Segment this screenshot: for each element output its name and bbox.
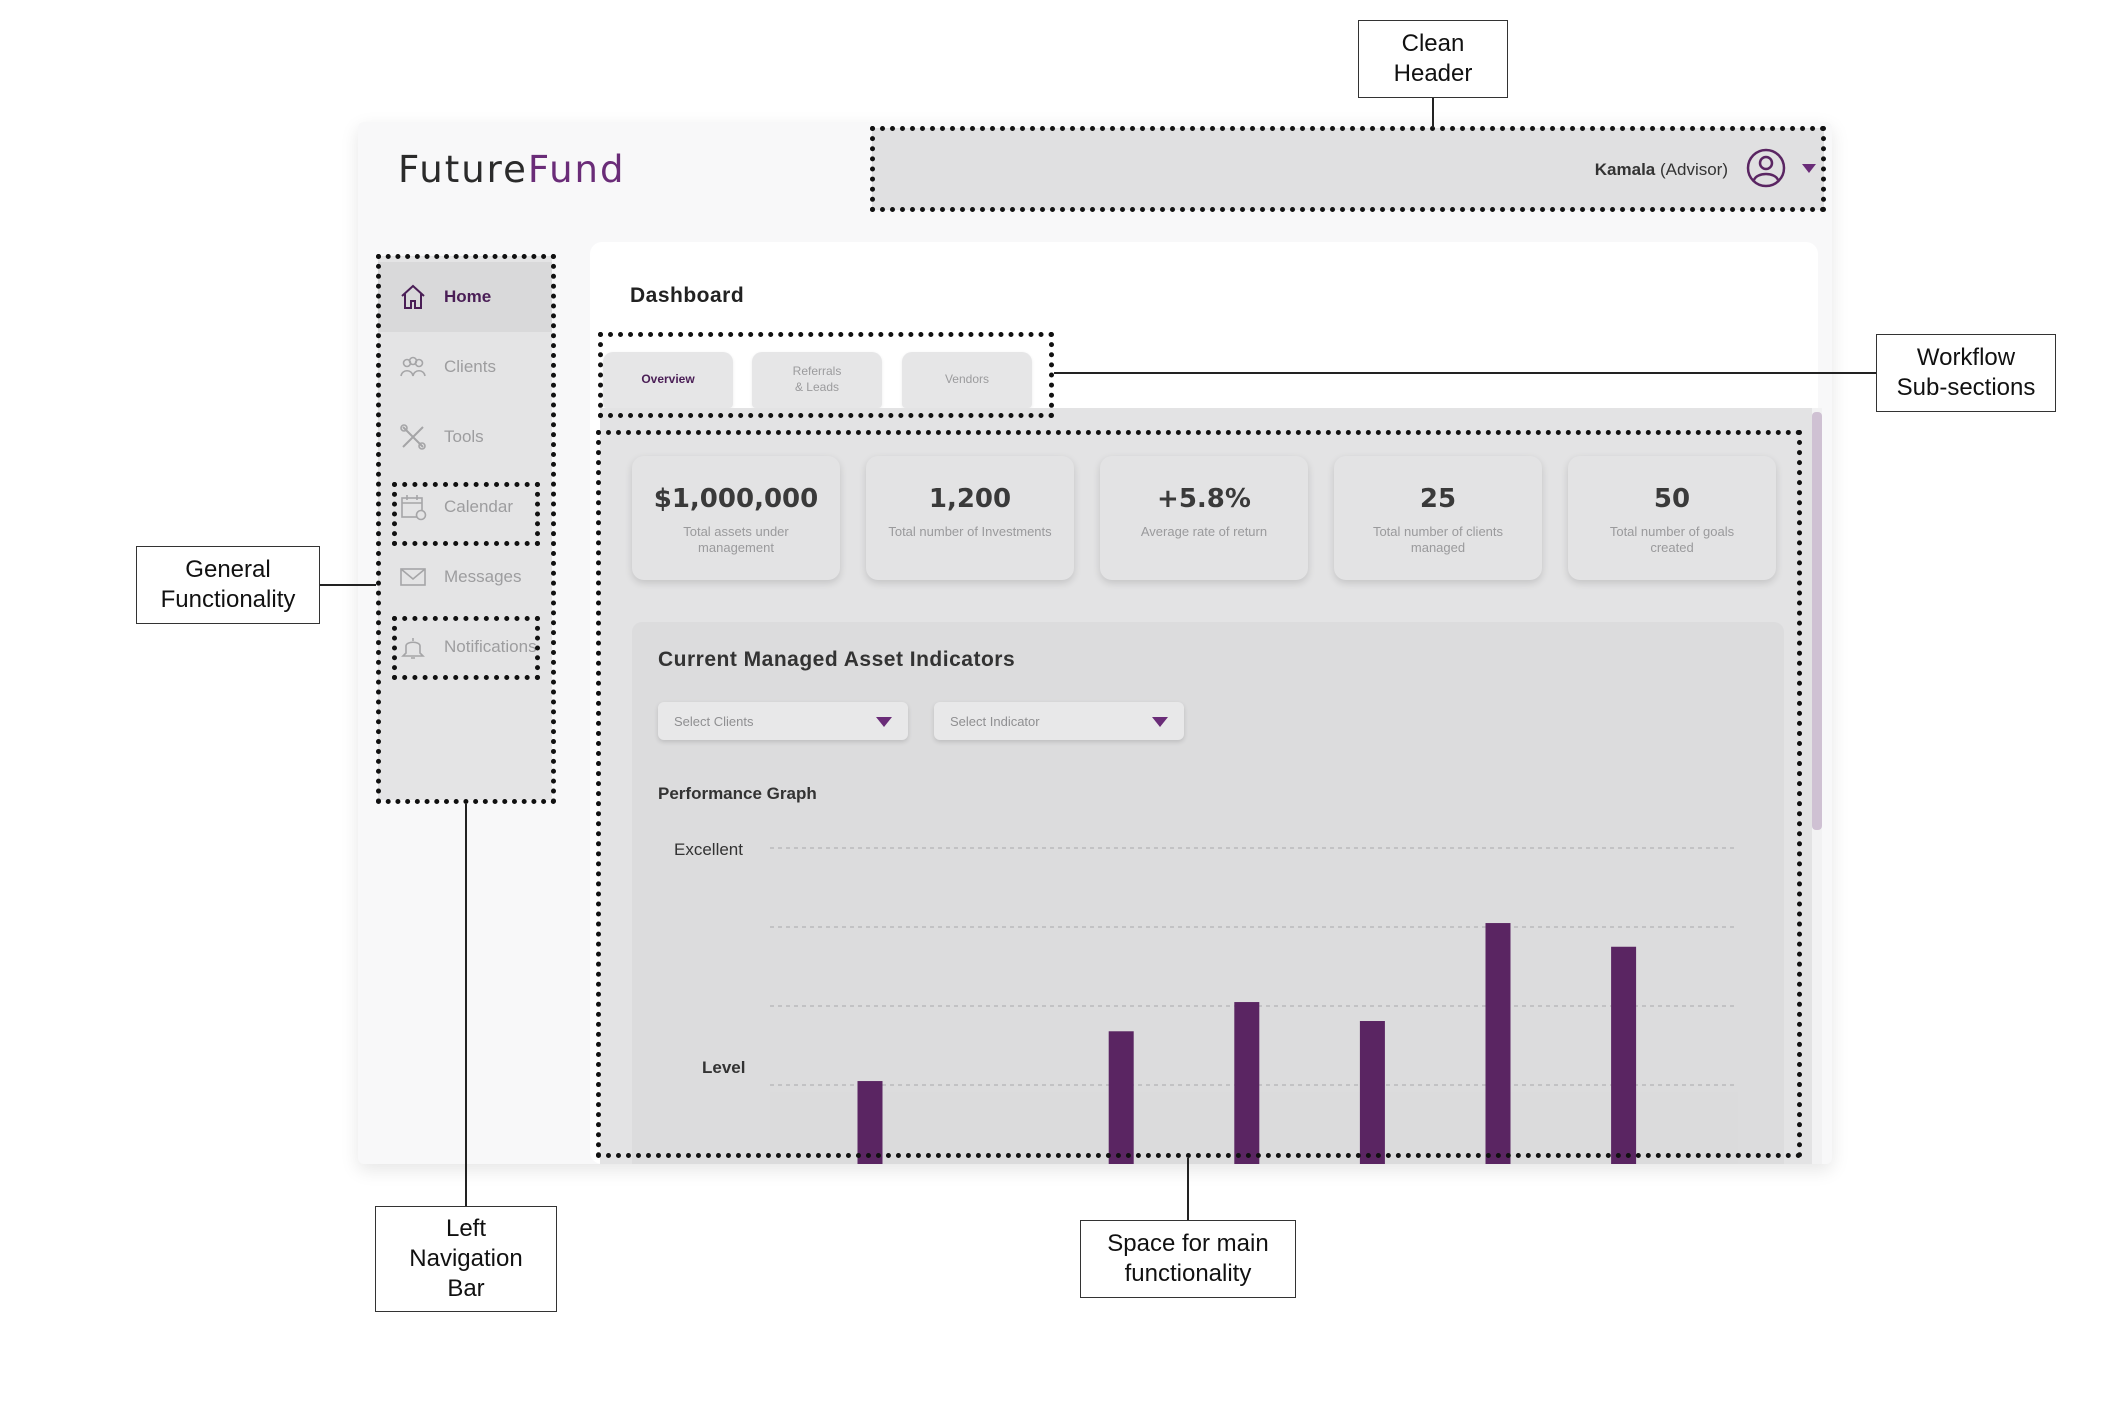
- callout-main-space: Space for main functionality: [1080, 1220, 1296, 1298]
- envelope-icon: [400, 568, 426, 586]
- chart-bar[interactable]: [1485, 923, 1511, 1164]
- callout-general-functionality: General Functionality: [136, 546, 320, 624]
- y-axis-label-level: Level: [702, 1058, 746, 1077]
- kpi-label: Average rate of return: [1140, 524, 1268, 539]
- chart-bars: [857, 923, 1637, 1164]
- callout-workflow: Workflow Sub-sections: [1876, 334, 2056, 412]
- tab-vendors[interactable]: Vendors: [902, 352, 1032, 408]
- section-title: Current Managed Asset Indicators: [658, 648, 1016, 671]
- calendar-highlight-box: [392, 482, 540, 546]
- kpi-value: +5.8%: [1157, 484, 1251, 514]
- main-highlight-box: [596, 430, 1802, 1158]
- y-axis-label-excellent: Excellent: [674, 840, 743, 859]
- header-bar: Kamala (Advisor): [872, 128, 1824, 210]
- performance-bar-chart: [770, 847, 1738, 1164]
- sidebar-item-home[interactable]: Home: [378, 262, 552, 332]
- chart-bar[interactable]: [1359, 1021, 1385, 1164]
- user-circle-icon[interactable]: [1746, 148, 1786, 188]
- sidebar-item-label: Tools: [444, 427, 484, 446]
- sidebar-item-label: Clients: [444, 357, 496, 376]
- kpi-card-clients: 25 Total number of clients managed: [1334, 456, 1542, 580]
- leader-line-main: [1187, 1158, 1189, 1220]
- sidebar-item-clients[interactable]: Clients: [378, 332, 552, 402]
- tab-label: Referrals & Leads: [792, 364, 842, 394]
- user-name[interactable]: Kamala (Advisor): [1595, 160, 1728, 180]
- sidebar-item-label: Home: [444, 287, 492, 306]
- chart-bar[interactable]: [857, 1081, 883, 1164]
- left-navigation-bar: Home Clients Tools Calendar Messages: [378, 256, 552, 800]
- select-placeholder: Select Indicator: [950, 714, 1040, 729]
- sidebar-item-messages[interactable]: Messages: [378, 542, 552, 612]
- kpi-label: Total assets under management: [683, 524, 789, 556]
- logo-text-future: Future: [398, 148, 528, 191]
- tools-icon: [400, 424, 426, 450]
- sidebar-highlight-box: [376, 254, 556, 804]
- select-placeholder: Select Clients: [674, 714, 754, 729]
- user-name-text: Kamala: [1594, 160, 1656, 179]
- leader-line-left-nav: [465, 804, 467, 1206]
- tab-overview[interactable]: Overview: [603, 352, 733, 408]
- kpi-card-investments: 1,200 Total number of Investments: [866, 456, 1074, 580]
- kpi-value: $1,000,000: [653, 484, 819, 514]
- tab-label: Vendors: [944, 372, 990, 387]
- kpi-value: 25: [1419, 484, 1457, 514]
- chart-bar[interactable]: [1611, 946, 1637, 1164]
- select-clients-dropdown[interactable]: Select Clients: [658, 702, 908, 740]
- sidebar-item-label: Messages: [444, 567, 522, 586]
- leader-line-header: [1432, 98, 1434, 128]
- kpi-card-assets: $1,000,000 Total assets under management: [632, 456, 840, 580]
- kpi-card-return: +5.8% Average rate of return: [1100, 456, 1308, 580]
- chevron-down-icon: [1152, 717, 1168, 727]
- kpi-label: Total number of clients managed: [1372, 524, 1504, 556]
- tab-label: Overview: [641, 372, 695, 387]
- kpi-card-goals: 50 Total number of goals created: [1568, 456, 1776, 580]
- home-icon: [401, 284, 425, 309]
- kpi-value: 50: [1653, 484, 1691, 514]
- callout-left-nav: Left Navigation Bar: [375, 1206, 557, 1312]
- sidebar-item-notifications[interactable]: Notifications: [378, 612, 552, 682]
- chart-gridlines: [770, 847, 1738, 1086]
- sidebar-item-label: Notifications: [444, 637, 537, 656]
- header-highlight-box: [870, 126, 1826, 212]
- page-title: Dashboard: [630, 284, 745, 307]
- leader-line-general: [320, 584, 376, 586]
- chart-bar[interactable]: [1108, 1031, 1134, 1164]
- kpi-label: Total number of goals created: [1609, 524, 1735, 556]
- chart-bar[interactable]: [1234, 1002, 1260, 1164]
- sidebar-item-tools[interactable]: Tools: [378, 402, 552, 472]
- callout-clean-header: Clean Header: [1358, 20, 1508, 98]
- scrollbar-thumb[interactable]: [1812, 412, 1822, 830]
- notifications-highlight-box: [392, 616, 540, 680]
- graph-title: Performance Graph: [658, 784, 817, 803]
- futurefund-logo[interactable]: FutureFund: [398, 148, 626, 191]
- logo-text-fund: Fund: [527, 148, 626, 191]
- tabs-highlight-box: [598, 332, 1054, 418]
- calendar-icon: [401, 495, 427, 521]
- bell-icon: [401, 638, 425, 659]
- chevron-down-icon: [876, 717, 892, 727]
- people-icon: [400, 356, 426, 377]
- sidebar-item-calendar[interactable]: Calendar: [378, 472, 552, 542]
- tab-referrals-leads[interactable]: Referrals & Leads: [752, 352, 882, 408]
- leader-line-workflow: [1054, 372, 1876, 374]
- user-role-text: (Advisor): [1659, 160, 1728, 179]
- sidebar-item-label: Calendar: [444, 497, 513, 516]
- caret-down-icon[interactable]: [1802, 164, 1816, 173]
- kpi-label: Total number of Investments: [888, 524, 1052, 539]
- select-indicator-dropdown[interactable]: Select Indicator: [934, 702, 1184, 740]
- kpi-value: 1,200: [928, 484, 1012, 514]
